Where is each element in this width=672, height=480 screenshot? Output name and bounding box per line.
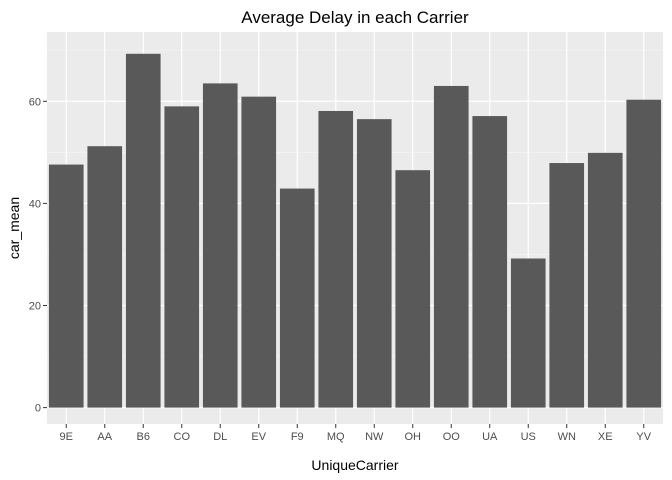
bar-OO: [433, 85, 469, 408]
x-tick-label: US: [521, 431, 536, 443]
x-tick-label: OH: [405, 431, 422, 443]
bar-EV: [241, 96, 277, 408]
bar-MQ: [318, 110, 354, 408]
y-tick-label: 0: [35, 403, 41, 415]
bar-AA: [87, 146, 123, 408]
x-axis: 9E AA B6 CO DL EV F9 MQ NW OH OO UA US WN XE YV: [60, 424, 652, 443]
bar-UA: [472, 116, 508, 408]
x-tick-label: OO: [443, 431, 461, 443]
x-tick-label: DL: [213, 431, 227, 443]
bar-YV: [626, 99, 662, 408]
x-tick-label: AA: [97, 431, 112, 443]
bar-F9: [279, 188, 315, 408]
chart-title: Average Delay in each Carrier: [241, 8, 469, 27]
x-axis-title: UniqueCarrier: [311, 457, 398, 473]
x-tick-label: UA: [482, 431, 498, 443]
x-tick-label: YV: [636, 431, 651, 443]
bar-US: [510, 258, 546, 408]
x-tick-label: B6: [137, 431, 150, 443]
x-tick-label: F9: [291, 431, 304, 443]
bar-9E: [48, 164, 84, 408]
x-tick-label: XE: [598, 431, 613, 443]
bar-B6: [125, 53, 161, 408]
bars: [48, 53, 662, 408]
x-tick-label: WN: [558, 431, 576, 443]
x-tick-label: CO: [174, 431, 191, 443]
bar-DL: [202, 83, 238, 408]
bar-OH: [395, 170, 431, 408]
x-tick-label: EV: [251, 431, 266, 443]
x-tick-label: MQ: [327, 431, 345, 443]
y-axis-title: car_mean: [6, 197, 22, 259]
y-tick-label: 20: [29, 300, 41, 312]
y-tick-label: 40: [29, 198, 41, 210]
y-axis: 0 20 40 60: [29, 96, 47, 415]
bar-CO: [164, 106, 200, 408]
bar-WN: [549, 163, 585, 408]
x-tick-label: NW: [365, 431, 384, 443]
bar-NW: [356, 119, 392, 408]
x-tick-label: 9E: [60, 431, 73, 443]
bar-XE: [587, 152, 623, 408]
y-tick-label: 60: [29, 96, 41, 108]
